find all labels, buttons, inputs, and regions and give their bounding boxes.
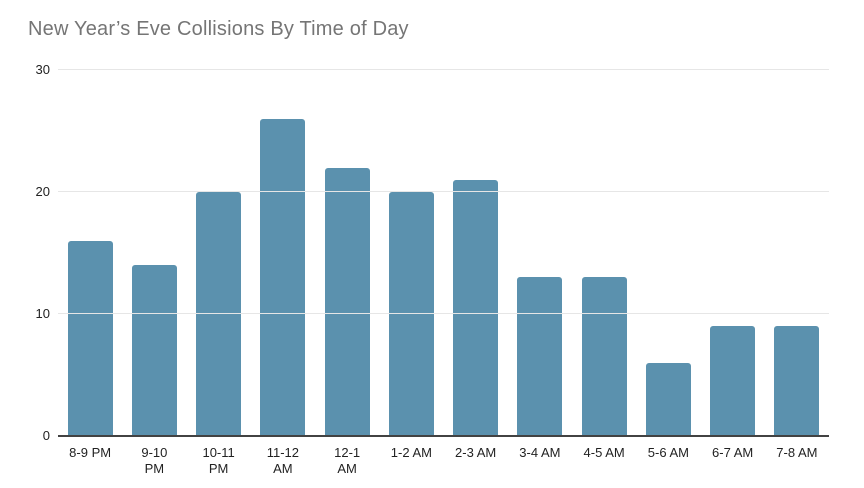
x-tick-label-11-12-am: 11-12 AM xyxy=(266,445,300,476)
x-tick-label-4-5-am: 4-5 AM xyxy=(583,445,625,460)
x-tick-label-2-3-am: 2-3 AM xyxy=(455,445,497,460)
x-tick-label-9-10-pm: 9-10 PM xyxy=(141,445,168,476)
bars-row xyxy=(58,70,829,436)
bar-slot xyxy=(379,70,443,436)
bar-slot xyxy=(187,70,251,436)
y-tick-label-0: 0 xyxy=(42,428,50,443)
bar-slot xyxy=(701,70,765,436)
bar-slot xyxy=(572,70,636,436)
gridline-20 xyxy=(58,191,829,192)
gridline-30 xyxy=(58,69,829,70)
bar-slot xyxy=(508,70,572,436)
x-tick-label-6-7-am: 6-7 AM xyxy=(712,445,754,460)
x-tick-label-12-1-am: 12-1 AM xyxy=(334,445,361,476)
bar-9-10-pm xyxy=(131,265,177,436)
bar-7-8-am xyxy=(774,326,820,436)
bar-10-11-pm xyxy=(196,192,242,436)
bar-11-12-am xyxy=(260,118,306,436)
x-axis-line xyxy=(58,435,829,437)
bar-6-7-am xyxy=(710,326,756,436)
x-tick-label-1-2-am: 1-2 AM xyxy=(390,445,432,460)
bar-slot xyxy=(315,70,379,436)
bar-4-5-am xyxy=(581,277,627,436)
bar-12-1-am xyxy=(324,167,370,436)
bar-2-3-am xyxy=(453,179,499,436)
x-tick-label-7-8-am: 7-8 AM xyxy=(776,445,818,460)
x-tick-label-8-9-pm: 8-9 PM xyxy=(69,445,112,460)
bar-slot xyxy=(58,70,122,436)
chart-title: New Year’s Eve Collisions By Time of Day xyxy=(28,18,409,40)
bar-slot xyxy=(251,70,315,436)
y-tick-label-30: 30 xyxy=(35,62,50,77)
bar-8-9-pm xyxy=(67,240,113,436)
bar-3-4-am xyxy=(517,277,563,436)
bar-slot xyxy=(122,70,186,436)
bar-slot xyxy=(444,70,508,436)
x-tick-label-5-6-am: 5-6 AM xyxy=(647,445,689,460)
x-axis-tick-row: 8-9 PM 9-10 PM 10-11 PM 11-12 AM 12-1 AM 1-2 … xyxy=(58,436,829,477)
plot-area: 8-9 PM 9-10 PM 10-11 PM 11-12 AM 12-1 AM 1-2 … xyxy=(36,63,829,476)
y-tick-label-20: 20 xyxy=(35,184,50,199)
bar-slot xyxy=(765,70,829,436)
y-tick-label-10: 10 xyxy=(35,306,50,321)
bar-5-6-am xyxy=(645,362,691,436)
bar-slot xyxy=(636,70,700,436)
x-tick-label-10-11-pm: 10-11 PM xyxy=(202,445,235,476)
gridline-10 xyxy=(58,313,829,314)
bar-1-2-am xyxy=(388,192,434,436)
x-tick-label-3-4-am: 3-4 AM xyxy=(519,445,561,460)
